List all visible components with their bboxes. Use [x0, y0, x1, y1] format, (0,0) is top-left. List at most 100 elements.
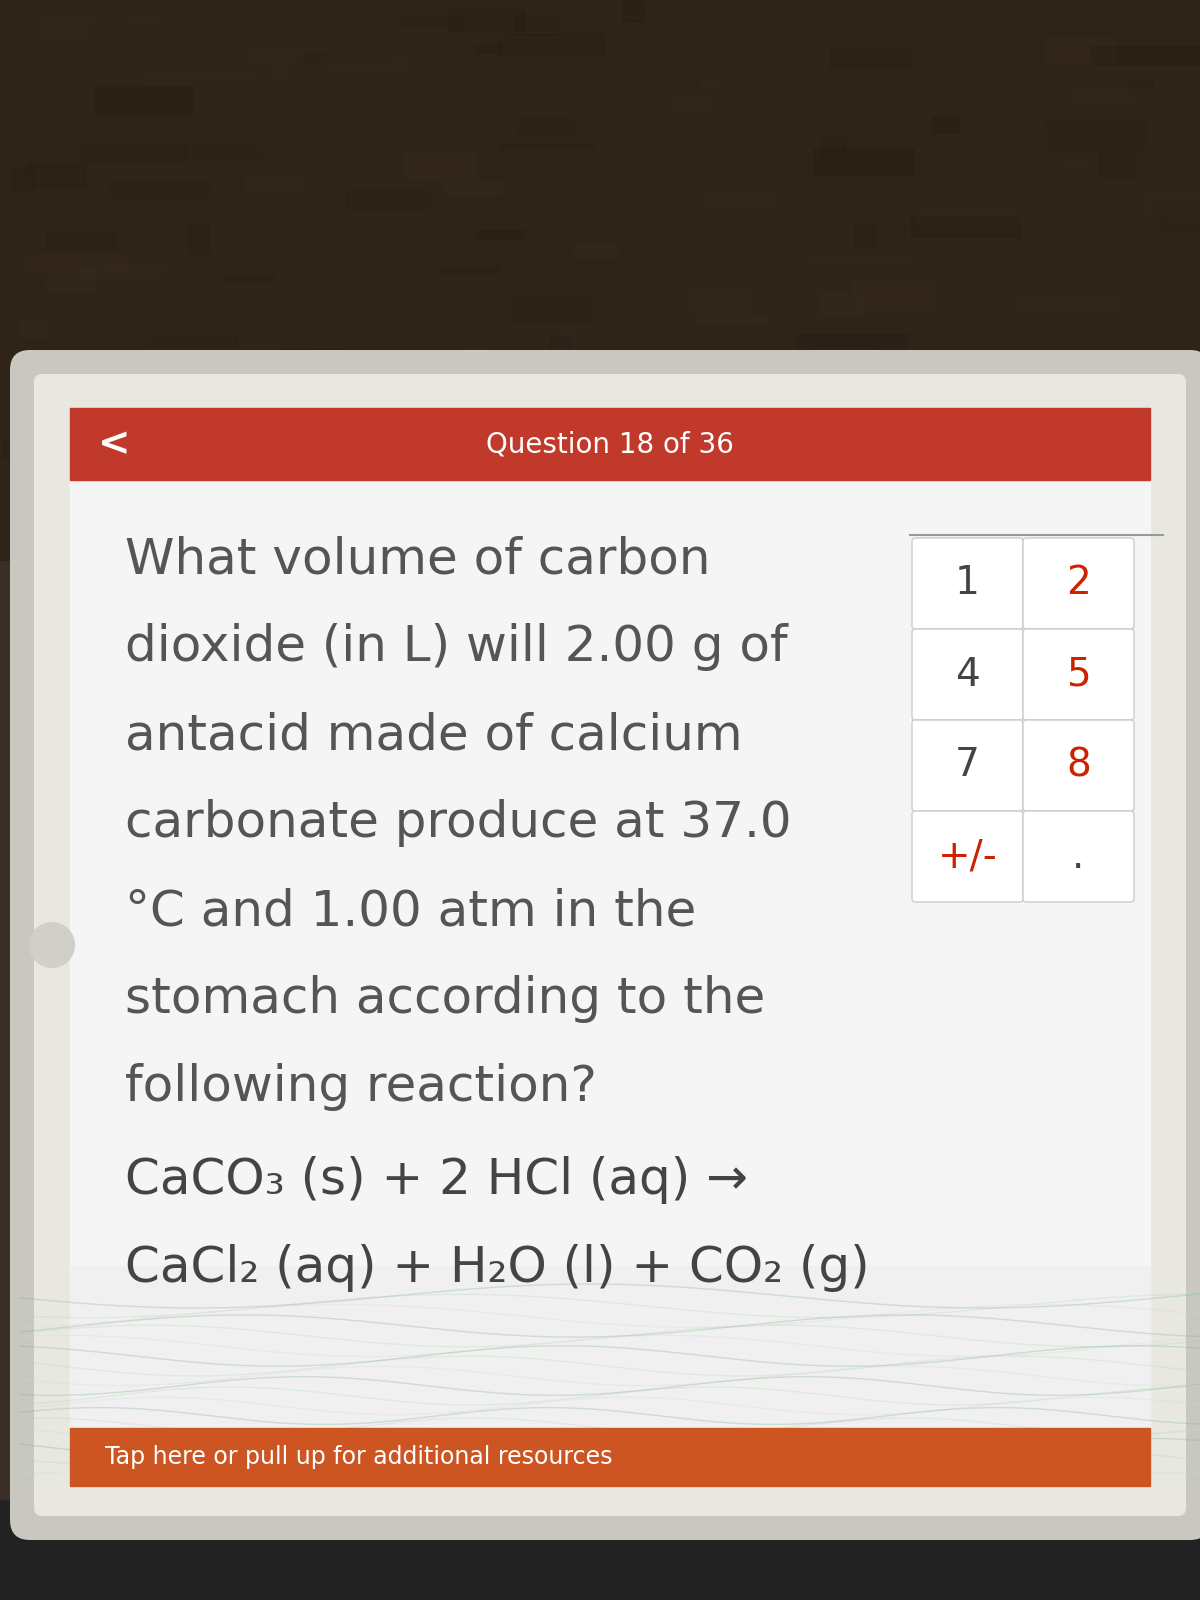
Bar — [577, 557, 658, 586]
Bar — [384, 403, 458, 414]
FancyBboxPatch shape — [912, 720, 1022, 811]
Bar — [22, 251, 130, 274]
Bar — [578, 390, 648, 402]
Bar — [691, 282, 774, 286]
Bar — [7, 251, 78, 270]
Bar — [697, 315, 766, 323]
Bar — [1098, 411, 1153, 442]
Bar — [499, 510, 589, 539]
FancyBboxPatch shape — [10, 350, 1200, 1539]
Bar — [1120, 410, 1194, 414]
Bar — [70, 408, 1150, 1486]
Bar — [127, 18, 172, 30]
FancyBboxPatch shape — [912, 811, 1022, 902]
Bar — [161, 379, 277, 406]
Bar — [850, 378, 947, 386]
Bar — [934, 397, 1048, 406]
Bar — [623, 515, 736, 530]
Bar — [234, 8, 326, 24]
Bar — [1174, 142, 1200, 154]
Text: °C and 1.00 atm in the: °C and 1.00 atm in the — [125, 886, 696, 934]
Bar — [1081, 475, 1172, 488]
Bar — [952, 317, 1002, 338]
Bar — [1142, 373, 1200, 395]
Bar — [278, 349, 344, 373]
Bar — [2, 117, 116, 146]
Bar — [1031, 312, 1117, 341]
Bar — [1160, 202, 1200, 230]
Text: 5: 5 — [1066, 656, 1091, 693]
Bar — [895, 158, 1006, 182]
Bar — [478, 230, 523, 238]
Bar — [872, 227, 905, 235]
Bar — [875, 178, 948, 206]
Bar — [688, 461, 740, 466]
Bar — [814, 346, 878, 360]
Bar — [1129, 378, 1157, 403]
Bar — [52, 450, 148, 464]
Bar — [139, 558, 158, 576]
Bar — [419, 181, 526, 210]
Bar — [703, 446, 791, 472]
Bar — [325, 410, 412, 432]
Bar — [160, 397, 200, 418]
Bar — [1126, 435, 1200, 454]
Bar — [628, 258, 716, 270]
FancyBboxPatch shape — [34, 374, 1186, 1517]
Bar — [550, 338, 570, 352]
Bar — [515, 14, 558, 35]
Bar — [799, 421, 916, 448]
Bar — [94, 70, 152, 77]
FancyBboxPatch shape — [1022, 811, 1134, 902]
Text: .: . — [1073, 837, 1085, 875]
Bar — [982, 510, 1016, 515]
Bar — [74, 264, 166, 282]
Bar — [971, 406, 1018, 432]
Bar — [444, 181, 502, 195]
Bar — [1198, 194, 1200, 214]
Bar — [623, 2, 643, 21]
Bar — [400, 32, 467, 48]
Bar — [872, 272, 953, 296]
Bar — [674, 394, 767, 421]
Bar — [970, 418, 995, 426]
Bar — [1072, 83, 1140, 107]
Bar — [702, 402, 811, 418]
Bar — [181, 467, 214, 494]
FancyBboxPatch shape — [1022, 629, 1134, 720]
Bar — [784, 507, 887, 534]
Bar — [1003, 3, 1090, 14]
Bar — [190, 224, 209, 253]
Bar — [364, 525, 442, 554]
Bar — [666, 91, 718, 114]
Bar — [1056, 46, 1098, 75]
Bar — [266, 53, 292, 82]
Bar — [918, 362, 955, 371]
Bar — [960, 461, 982, 466]
Bar — [934, 117, 958, 133]
FancyBboxPatch shape — [1022, 538, 1134, 629]
Bar — [853, 50, 898, 75]
Bar — [102, 421, 185, 427]
Bar — [526, 474, 572, 499]
Text: What volume of carbon: What volume of carbon — [125, 534, 710, 582]
Bar — [403, 150, 476, 179]
Bar — [326, 53, 413, 75]
Bar — [778, 406, 798, 424]
Bar — [474, 418, 584, 438]
Bar — [378, 490, 438, 499]
Bar — [952, 80, 1030, 101]
Bar — [701, 557, 784, 563]
Bar — [853, 363, 896, 384]
Text: following reaction?: following reaction? — [125, 1062, 596, 1110]
Bar — [166, 480, 272, 499]
Text: 4: 4 — [955, 656, 980, 693]
Bar — [560, 326, 580, 342]
Bar — [995, 269, 1109, 290]
Bar — [1012, 58, 1032, 75]
FancyBboxPatch shape — [912, 538, 1022, 629]
Bar — [1003, 355, 1090, 365]
Bar — [449, 10, 524, 30]
Bar — [502, 144, 593, 149]
Bar — [95, 483, 137, 494]
